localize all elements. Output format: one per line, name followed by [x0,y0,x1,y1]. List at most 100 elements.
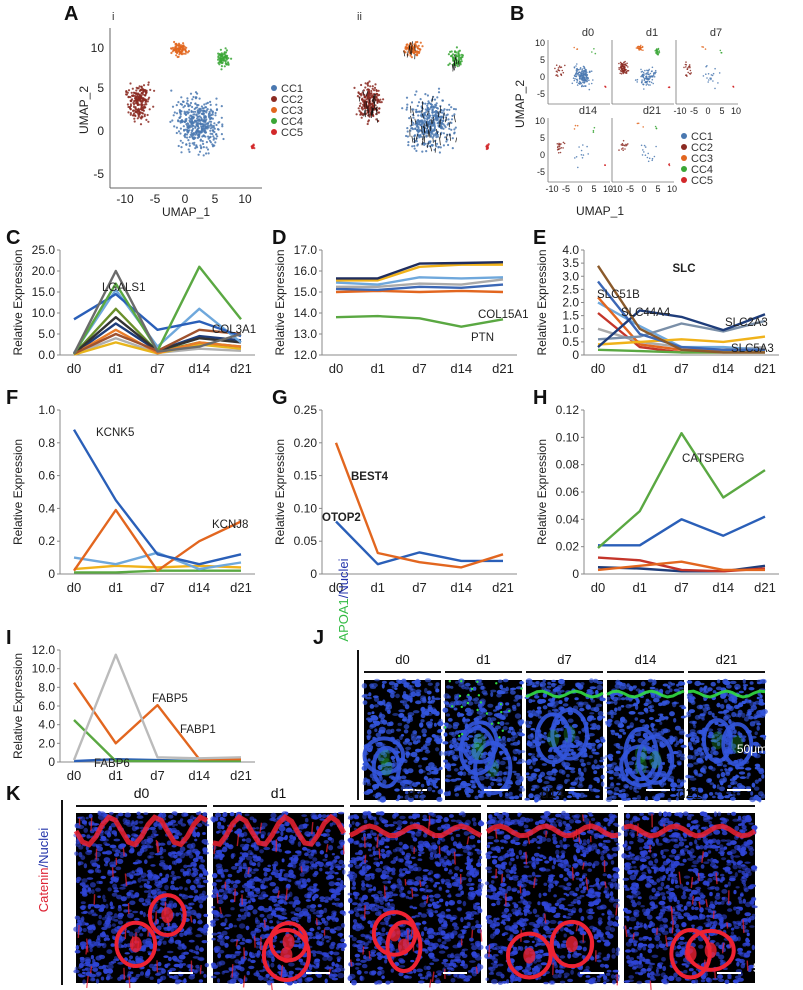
umap-cell-dot [560,143,562,145]
nucleus [143,890,149,893]
umap-cell-dot [129,82,132,85]
umap-cell-dot [215,97,218,100]
umap-cell-dot [206,122,209,125]
umap-cell-dot [559,151,562,154]
umap-cell-dot [137,103,141,106]
nucleus [86,849,93,853]
umap-cell-dot [575,156,578,158]
umap-cell-dot [586,74,589,76]
nucleus [478,793,483,798]
legend-swatch [271,107,277,113]
umap-cell-dot [375,96,378,99]
umap-cell-dot [223,51,226,54]
umap-cell-dot [221,125,224,128]
nucleus [101,942,107,949]
nucleus [634,704,639,710]
nucleus [732,793,736,797]
nucleus [451,737,457,743]
nucleus [404,694,410,700]
nucleus [513,699,518,702]
umap-cell-dot [651,66,654,69]
nucleus [606,696,611,701]
nucleus [176,832,183,836]
apoa1-signal [501,729,504,732]
legend-swatch [681,133,687,139]
nucleus [505,792,509,796]
umap-cell-dot [417,51,421,55]
umap-cell-dot [410,101,414,104]
nucleus [362,780,367,786]
apoa1-signal [497,721,500,725]
chart-annotation: CATSPERG [682,453,744,465]
nucleus [169,874,177,878]
umap-cell-dot [204,127,207,130]
umap-cell-dot [152,105,155,108]
umap-cell-dot [361,98,364,101]
umap-cell-dot [424,93,427,96]
nucleus [111,923,116,927]
nucleus [137,877,142,883]
nucleus [732,781,738,785]
nucleus [613,791,617,794]
nucleus [737,709,743,715]
umap-cell-dot [134,114,137,118]
umap-cell-dot [138,85,141,88]
nucleus [394,788,400,792]
chart-ytick-label: 8.0 [38,680,55,694]
umap-cell-dot [707,81,709,83]
panel-label-e: E [533,227,546,249]
nucleus [614,707,618,712]
umap-cell-dot [171,119,174,122]
umap-b-ytick: 10 [535,38,545,48]
chart-xtick-label: d7 [674,361,688,376]
umap-cell-dot [196,136,199,139]
umap-cell-dot [211,111,214,114]
nucleus [599,736,605,741]
nucleus [503,712,509,718]
umap-cell-dot [179,132,182,135]
nucleus [455,681,459,684]
umap-b-xtick: -10 [673,106,686,116]
umap-cell-dot [190,123,193,126]
nucleus [665,690,670,695]
umap-cell-dot [642,83,645,86]
umap-cell-dot [373,92,376,96]
umap-cell-dot [626,62,628,65]
umap-cell-dot [177,144,180,148]
chart-xtick-label: d14 [450,580,472,595]
nucleus [596,684,603,691]
umap-cell-dot [127,89,131,92]
umap-cell-dot [574,157,576,159]
umap-cell-dot [581,74,584,77]
umap-cell-dot [401,107,404,110]
umap-cell-dot [458,60,462,63]
legend-swatch [271,129,277,135]
umap-cell-dot [684,63,687,66]
umap-cell-dot [220,116,223,119]
nucleus [709,782,714,785]
umap-cell-dot [561,69,564,72]
nucleus [127,912,134,919]
umap-cell-dot [647,160,650,163]
chart-ytick-label: 0.4 [38,501,55,515]
umap-cell-dot [207,115,210,118]
nucleus [399,735,403,740]
nucleus [738,771,746,775]
umap-cell-dot [644,146,647,148]
umap-cell-dot [573,74,576,77]
nucleus [363,693,369,697]
umap-cell-dot [576,79,579,82]
umap-cell-dot [642,149,644,151]
umap-cell-dot [624,63,626,66]
umap-cell-dot [209,132,212,135]
apoa1-signal [460,680,463,683]
nucleus [591,764,596,770]
umap-cell-dot [424,111,427,114]
nucleus [516,761,523,765]
umap-cell-dot [185,117,188,121]
nucleus [524,797,531,801]
umap-cell-dot [579,68,581,70]
micrograph-day-label: d14 [635,652,657,667]
umap-cell-dot [448,108,451,111]
